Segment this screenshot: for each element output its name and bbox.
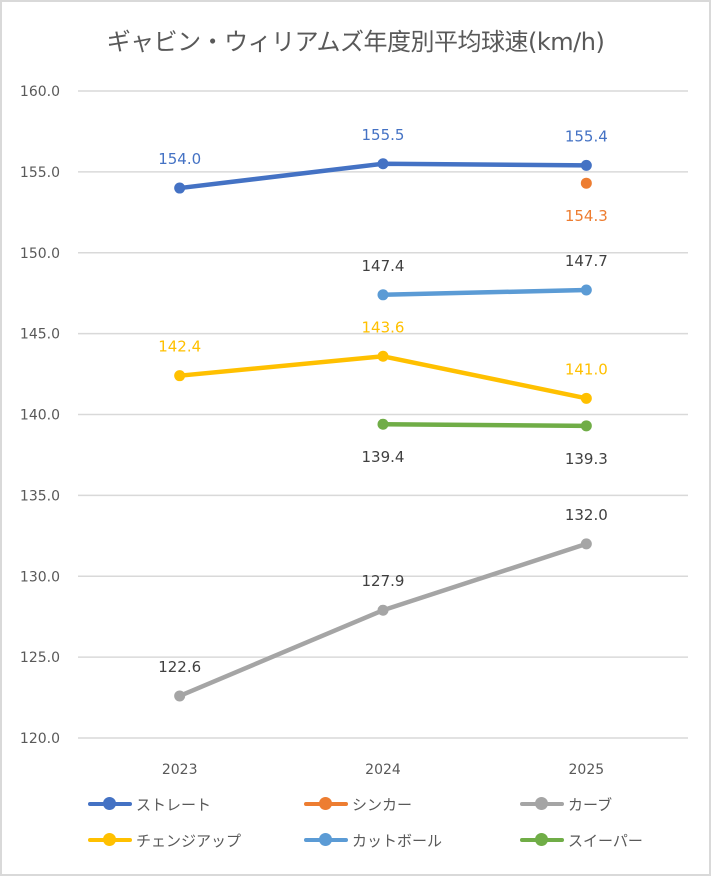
y-tick-label: 140.0 bbox=[20, 408, 60, 424]
data-point bbox=[580, 284, 592, 296]
chart-title: ギャビン・ウィリアムズ年度別平均球速(km/h) bbox=[106, 28, 605, 56]
data-label: 147.7 bbox=[565, 252, 608, 270]
data-point bbox=[377, 418, 389, 430]
data-label: 147.4 bbox=[362, 257, 405, 275]
series-5 bbox=[377, 418, 592, 432]
legend-label: スイーパー bbox=[568, 831, 643, 850]
y-tick-label: 160.0 bbox=[20, 84, 60, 100]
data-label: 142.4 bbox=[158, 338, 201, 356]
series-2 bbox=[174, 538, 592, 702]
data-point bbox=[580, 392, 592, 404]
data-label: 154.0 bbox=[158, 150, 201, 168]
x-tick-label: 2023 bbox=[162, 762, 198, 778]
data-label: 155.4 bbox=[565, 127, 608, 145]
series-line bbox=[177, 354, 589, 401]
legend-item[interactable]: チェンジアップ bbox=[88, 829, 241, 851]
series-lines bbox=[174, 158, 592, 702]
legend-item[interactable]: カーブ bbox=[520, 793, 612, 815]
legend-item[interactable]: シンカー bbox=[304, 793, 412, 815]
y-tick-label: 150.0 bbox=[20, 246, 60, 262]
data-point bbox=[580, 177, 592, 189]
data-point bbox=[580, 159, 592, 171]
data-point bbox=[174, 370, 186, 382]
series-line bbox=[380, 421, 589, 429]
legend-item[interactable]: スイーパー bbox=[520, 829, 643, 851]
data-point bbox=[377, 289, 389, 301]
data-label: 127.9 bbox=[362, 572, 405, 590]
data-label: 141.0 bbox=[565, 360, 608, 378]
y-axis-ticks: 120.0 125.0 130.0 135.0 140.0 145.0 150.0 155.0… bbox=[20, 84, 60, 747]
data-label: 132.0 bbox=[565, 506, 608, 524]
x-tick-label: 2025 bbox=[569, 762, 605, 778]
series-line bbox=[380, 287, 589, 298]
data-label: 122.6 bbox=[158, 658, 201, 676]
data-point bbox=[377, 350, 389, 362]
y-tick-label: 120.0 bbox=[20, 731, 60, 747]
legend-label: カットボール bbox=[352, 831, 443, 850]
gridlines bbox=[78, 90, 688, 739]
legend-line-marker-icon bbox=[520, 793, 564, 815]
data-label: 143.6 bbox=[362, 318, 405, 336]
data-label: 154.3 bbox=[565, 207, 608, 225]
data-point bbox=[174, 182, 186, 194]
data-label: 139.3 bbox=[565, 450, 608, 468]
y-tick-label: 145.0 bbox=[20, 327, 60, 343]
legend-label: シンカー bbox=[352, 795, 413, 814]
data-point bbox=[174, 690, 186, 702]
legend-line-marker-icon bbox=[88, 829, 132, 851]
legend-item[interactable]: カットボール bbox=[304, 829, 442, 851]
legend-line-marker-icon bbox=[88, 793, 132, 815]
series-1 bbox=[580, 177, 592, 189]
y-tick-label: 125.0 bbox=[20, 650, 60, 666]
legend-line-marker-icon bbox=[520, 829, 564, 851]
legend-line-marker-icon bbox=[304, 829, 348, 851]
series-4 bbox=[377, 284, 592, 301]
data-point bbox=[377, 158, 389, 170]
data-point bbox=[580, 538, 592, 550]
series-3 bbox=[174, 350, 592, 404]
y-tick-label: 135.0 bbox=[20, 488, 60, 504]
data-point bbox=[580, 420, 592, 432]
series-line bbox=[177, 541, 589, 699]
legend-label: ストレート bbox=[136, 795, 212, 814]
data-label: 155.5 bbox=[362, 126, 405, 144]
data-label: 139.4 bbox=[362, 448, 405, 466]
legend-line-marker-icon bbox=[304, 793, 348, 815]
y-tick-label: 155.0 bbox=[20, 165, 60, 181]
legend-item[interactable]: ストレート bbox=[88, 793, 211, 815]
legend-label: カーブ bbox=[568, 795, 613, 814]
data-labels: 154.0 155.5 155.4 154.3 122.6 127.9 132.0 142.4… bbox=[158, 126, 608, 676]
series-0 bbox=[174, 158, 592, 194]
y-tick-label: 130.0 bbox=[20, 569, 60, 585]
x-axis-ticks: 2023 2024 2025 bbox=[162, 762, 604, 778]
legend-label: チェンジアップ bbox=[136, 831, 242, 850]
x-tick-label: 2024 bbox=[365, 762, 401, 778]
data-point bbox=[377, 604, 389, 616]
